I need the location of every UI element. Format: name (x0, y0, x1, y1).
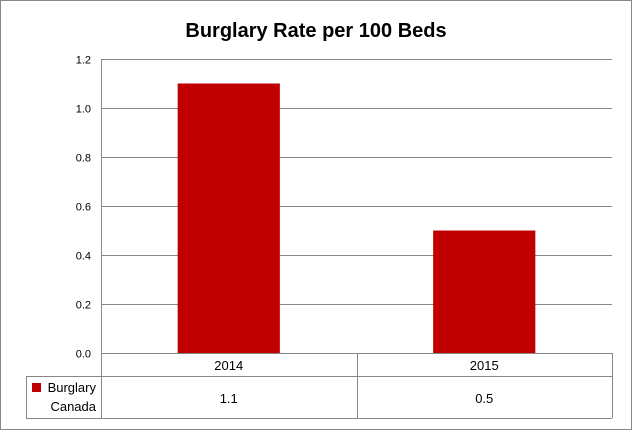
legend-label-line: Canada (50, 399, 96, 414)
x-category-label: 2015 (470, 358, 499, 373)
y-tick-label: 1.2 (76, 55, 91, 67)
bar-2014 (177, 83, 280, 353)
bars (177, 83, 536, 353)
y-tick-label: 0.2 (76, 300, 91, 312)
legend-label-line: Burglary (48, 380, 97, 395)
y-tick-label: 0.0 (76, 349, 91, 361)
data-value-label: 0.5 (475, 391, 493, 406)
data-value-label: 1.1 (220, 391, 238, 406)
chart-title: Burglary Rate per 100 Beds (185, 20, 446, 42)
bar-2015 (433, 230, 536, 353)
y-axis-ticks: 0.0 0.2 0.4 0.6 0.8 1.0 1.2 (76, 55, 91, 361)
legend-swatch (32, 383, 41, 392)
y-tick-label: 0.6 (76, 202, 91, 214)
x-category-label: 2014 (214, 358, 243, 373)
y-tick-label: 0.4 (76, 251, 91, 263)
data-table: 2014 2015 1.1 0.5 Burglary Canada (26, 353, 613, 419)
y-tick-label: 1.0 (76, 104, 91, 116)
y-tick-label: 0.8 (76, 153, 91, 165)
